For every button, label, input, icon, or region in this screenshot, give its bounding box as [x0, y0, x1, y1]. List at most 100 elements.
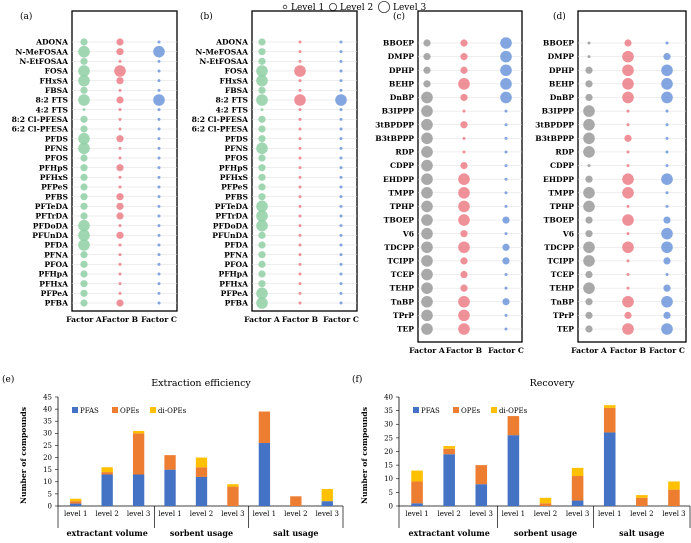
bubble-tphp-factor-c: [665, 204, 669, 208]
bubble-pftrda-factor-c: [339, 214, 343, 218]
compound-label-tprp: TPrP: [553, 311, 574, 320]
compound-label-pfdoda: PFDoDA: [213, 221, 248, 230]
bubble-behp-factor-b: [622, 78, 634, 90]
bubble-rdp-factor-b: [626, 150, 630, 154]
compound-label-dnbp: DnBP: [550, 93, 575, 102]
bubble-fosa-factor-a: [256, 65, 268, 77]
compound-label-tdcpp: TDCPP: [384, 243, 414, 252]
x-tick-label: level 3: [662, 510, 685, 518]
compound-label-8-2-fts: 8:2 FTS: [35, 96, 68, 105]
compound-label-pfds: PFDS: [45, 134, 69, 143]
bubble-fbsa-factor-c: [157, 88, 161, 92]
bubble-dnbp-factor-a: [421, 91, 433, 104]
bubble-pfunda-factor-a: [78, 229, 90, 242]
bubble-pfhps-factor-b: [298, 166, 302, 170]
compound-label-pftrda: PFTrDA: [35, 212, 68, 221]
compound-label-dnbp: DnBP: [390, 93, 415, 102]
factor-label-factor-c: Factor C: [141, 315, 177, 324]
bubble-tphp-factor-a: [421, 200, 433, 213]
bar-segment-opes-4: [164, 455, 176, 470]
bubble-b3tbppp-factor-a: [583, 132, 595, 145]
compound-label-rdp: RDP: [555, 148, 574, 157]
bar-segment-di-opes-6: [227, 484, 239, 487]
compound-label-pfos: PFOS: [45, 154, 69, 163]
bubble-fosa-factor-b: [294, 65, 306, 77]
compound-label-tcipp: TCIPP: [547, 257, 574, 266]
bubble-pfbs-factor-a: [80, 193, 88, 201]
bubble-tcep-factor-c: [665, 273, 669, 277]
compound-label-4-2-fts: 4:2 FTS: [215, 105, 248, 114]
bubble-v6-factor-b: [460, 230, 468, 238]
bubble-pfpes-factor-b: [298, 185, 302, 189]
bubble-pfba-factor-b: [298, 301, 302, 305]
y-tick-label: 5: [48, 490, 52, 498]
bubble-behp-factor-c: [500, 78, 512, 90]
legend-label-level-1: Level 1: [291, 3, 324, 13]
bubble-pfba-factor-c: [157, 301, 161, 305]
bar-segment-opes-6: [227, 486, 239, 506]
compound-label-pfdoda: PFDoDA: [33, 221, 68, 230]
bubble-dnbp-factor-c: [500, 91, 512, 104]
bubble-dmpp-factor-b: [622, 50, 634, 63]
bubble-pfbs-factor-c: [157, 195, 161, 199]
compound-label-tmpp: TMPP: [549, 188, 575, 197]
legend-swatch-opes: [453, 407, 459, 413]
bar-segment-opes-1: [411, 481, 423, 504]
bubble-ehdpp-factor-b: [622, 173, 634, 185]
compound-label-ehdpp: EHDPP: [543, 175, 574, 184]
compound-label-fbsa: FBSA: [45, 86, 68, 95]
bubble-tdcpp-factor-a: [421, 241, 433, 254]
compound-label-adona: ADONA: [35, 38, 68, 47]
bubble-6-2-cl-pfesa-factor-b: [298, 127, 302, 131]
bubble-pfhxa-factor-b: [118, 282, 122, 286]
bubble-dnbp-factor-b: [622, 91, 634, 104]
bubble-pfpes-factor-c: [157, 185, 161, 189]
bubble-pfhps-factor-a: [258, 164, 266, 172]
bubble-tprp-factor-a: [585, 311, 593, 319]
legend-marker-level-3: [377, 1, 390, 13]
bubble-tprp-factor-c: [663, 311, 671, 319]
legend-marker-level-1: [282, 4, 288, 10]
bubble-bboep-factor-c: [500, 37, 512, 49]
bar-segment-di-opes-9: [668, 481, 680, 490]
compound-label-pfoa: PFOA: [224, 260, 248, 269]
bubble-4-2-fts-factor-a: [260, 108, 264, 112]
bubble-v6-factor-c: [504, 232, 508, 236]
x-tick-label: level 1: [598, 510, 621, 518]
bubble-pfna-factor-c: [339, 253, 343, 257]
bubble-tmpp-factor-b: [458, 187, 470, 199]
compound-label-pfns: PFNS: [224, 144, 248, 153]
compound-label-8-2-cl-pfesa: 8:2 Cl-PFESA: [12, 115, 68, 124]
bubble-fbsa-factor-a: [80, 86, 88, 94]
bubble-pfhpa-factor-c: [339, 272, 343, 276]
bubble-fosa-factor-c: [339, 69, 343, 73]
bubble-pfna-factor-a: [80, 251, 88, 259]
bubble-pfoa-factor-b: [118, 262, 122, 266]
compound-label-n-etfosaa: N-EtFOSAA: [19, 57, 68, 66]
legend-label-di-opes: di-OPEs: [158, 407, 187, 415]
x-tick-label: level 2: [284, 510, 307, 518]
factor-label-factor-b: Factor B: [282, 315, 318, 324]
bar-segment-pfas-2: [101, 474, 113, 506]
bubble-pfhxa-factor-a: [258, 280, 266, 288]
bubble-tnbp-factor-b: [458, 295, 470, 308]
bubble-dmpp-factor-c: [500, 50, 512, 63]
compound-label-tep: TEP: [557, 325, 574, 334]
bar-segment-pfas-7: [258, 443, 271, 506]
bubble-pfpea-factor-b: [298, 291, 302, 295]
compound-label-pfhps: PFHpS: [219, 163, 249, 172]
bubble-cdpp-factor-a: [587, 164, 591, 168]
bubble-tcep-factor-b: [460, 270, 468, 279]
compound-label-pfbs: PFBS: [225, 192, 249, 201]
bubble-ehdpp-factor-c: [661, 173, 673, 185]
bubble-b3ippp-factor-b: [626, 109, 630, 113]
bar-segment-opes-1: [70, 501, 82, 504]
bubble-pfns-factor-c: [339, 146, 343, 150]
bubble-pfpea-factor-b: [118, 291, 122, 295]
bubble-b3tbppp-factor-c: [665, 136, 669, 140]
bubble-pfda-factor-b: [298, 243, 302, 247]
compound-label-pfba: PFBA: [225, 299, 249, 308]
x-tick-label: level 1: [64, 510, 87, 518]
bubble-8-2-fts-factor-c: [153, 94, 165, 106]
bubble-pfba-factor-a: [80, 299, 88, 307]
